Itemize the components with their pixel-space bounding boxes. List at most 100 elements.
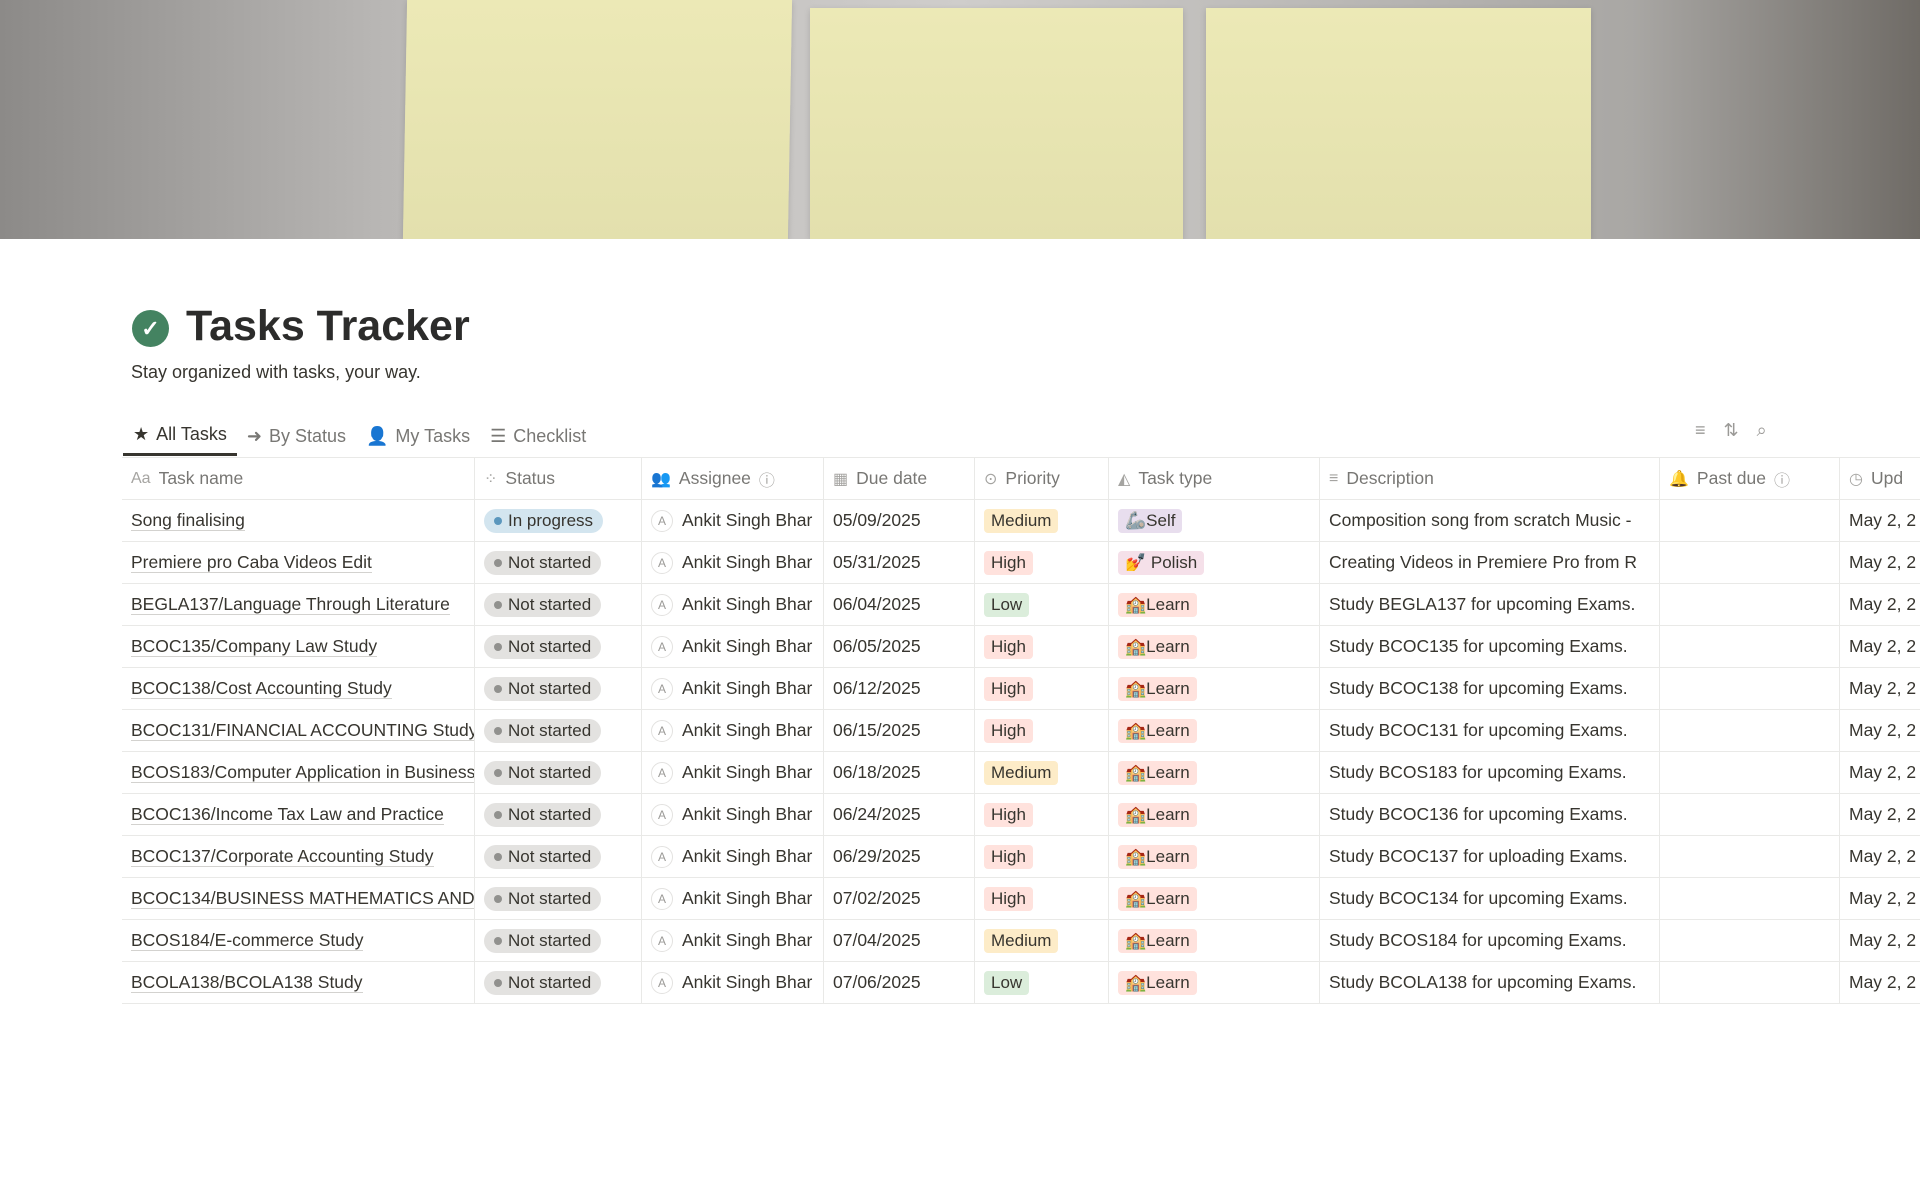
table-row[interactable]: BCOS184/E-commerce Study Not started A Anki… xyxy=(122,920,1920,962)
task-name[interactable]: Premiere pro Caba Videos Edit xyxy=(131,552,372,573)
past-due-cell[interactable] xyxy=(1660,836,1840,877)
updated-cell[interactable]: May 2, 2 xyxy=(1840,542,1920,583)
tab-all-tasks[interactable]: ★ All Tasks xyxy=(123,418,237,456)
table-row[interactable]: BCOS183/Computer Application in Business… xyxy=(122,752,1920,794)
assignee-cell[interactable]: A Ankit Singh Bhar xyxy=(642,878,824,919)
table-row[interactable]: BCOC135/Company Law Study Not started A Ank… xyxy=(122,626,1920,668)
past-due-cell[interactable] xyxy=(1660,668,1840,709)
column-header[interactable]: ◭ Task type xyxy=(1109,458,1320,499)
updated-cell[interactable]: May 2, 2 xyxy=(1840,710,1920,751)
description-cell[interactable]: Study BCOS184 for upcoming Exams. xyxy=(1320,920,1660,961)
task-type-cell[interactable]: 🦾Self xyxy=(1109,500,1320,541)
task-type-cell[interactable]: 🏫Learn xyxy=(1109,668,1320,709)
task-name[interactable]: BCOC134/BUSINESS MATHEMATICS AND STATIST… xyxy=(131,888,474,909)
tab-checklist[interactable]: ☰ Checklist xyxy=(480,418,596,454)
task-name[interactable]: BCOC131/FINANCIAL ACCOUNTING Study xyxy=(131,720,474,741)
table-row[interactable]: BCOC131/FINANCIAL ACCOUNTING Study Not st… xyxy=(122,710,1920,752)
status-cell[interactable]: Not started xyxy=(475,668,642,709)
updated-cell[interactable]: May 2, 2 xyxy=(1840,794,1920,835)
assignee-cell[interactable]: A Ankit Singh Bhar xyxy=(642,500,824,541)
info-icon[interactable]: ⓘ xyxy=(1774,472,1791,490)
description-cell[interactable]: Study BCOC134 for upcoming Exams. xyxy=(1320,878,1660,919)
assignee-cell[interactable]: A Ankit Singh Bhar xyxy=(642,542,824,583)
assignee-cell[interactable]: A Ankit Singh Bhar xyxy=(642,836,824,877)
due-date-cell[interactable]: 06/04/2025 xyxy=(824,584,975,625)
task-type-cell[interactable]: 🏫Learn xyxy=(1109,878,1320,919)
past-due-cell[interactable] xyxy=(1660,920,1840,961)
status-cell[interactable]: Not started xyxy=(475,878,642,919)
column-header[interactable]: ◷ Upd xyxy=(1840,458,1920,499)
task-type-cell[interactable]: 🏫Learn xyxy=(1109,794,1320,835)
task-name[interactable]: Song finalising xyxy=(131,510,245,531)
task-name-cell[interactable]: BEGLA137/Language Through Literature xyxy=(122,584,475,625)
updated-cell[interactable]: May 2, 2 xyxy=(1840,626,1920,667)
past-due-cell[interactable] xyxy=(1660,878,1840,919)
past-due-cell[interactable] xyxy=(1660,584,1840,625)
status-cell[interactable]: Not started xyxy=(475,542,642,583)
past-due-cell[interactable] xyxy=(1660,794,1840,835)
status-cell[interactable]: Not started xyxy=(475,794,642,835)
status-cell[interactable]: Not started xyxy=(475,584,642,625)
assignee-cell[interactable]: A Ankit Singh Bhar xyxy=(642,920,824,961)
status-cell[interactable]: Not started xyxy=(475,836,642,877)
description-cell[interactable]: Study BCOLA138 for upcoming Exams. xyxy=(1320,962,1660,1003)
priority-cell[interactable]: High xyxy=(975,794,1109,835)
column-header[interactable]: ⁘ Status xyxy=(475,458,642,499)
task-name-cell[interactable]: BCOS183/Computer Application in Business xyxy=(122,752,475,793)
due-date-cell[interactable]: 06/24/2025 xyxy=(824,794,975,835)
task-type-cell[interactable]: 🏫Learn xyxy=(1109,920,1320,961)
due-date-cell[interactable]: 06/12/2025 xyxy=(824,668,975,709)
column-header[interactable]: ▦ Due date xyxy=(824,458,975,499)
task-type-cell[interactable]: 🏫Learn xyxy=(1109,584,1320,625)
status-cell[interactable]: In progress xyxy=(475,500,642,541)
status-cell[interactable]: Not started xyxy=(475,962,642,1003)
status-cell[interactable]: Not started xyxy=(475,626,642,667)
table-row[interactable]: Song finalising In progress A Ankit Singh B… xyxy=(122,500,1920,542)
table-row[interactable]: BCOC138/Cost Accounting Study Not started… xyxy=(122,668,1920,710)
due-date-cell[interactable]: 07/06/2025 xyxy=(824,962,975,1003)
priority-cell[interactable]: High xyxy=(975,836,1109,877)
due-date-cell[interactable]: 07/04/2025 xyxy=(824,920,975,961)
task-type-cell[interactable]: 💅 Polish xyxy=(1109,542,1320,583)
column-header[interactable]: ≡ Description xyxy=(1320,458,1660,499)
assignee-cell[interactable]: A Ankit Singh Bhar xyxy=(642,668,824,709)
status-cell[interactable]: Not started xyxy=(475,920,642,961)
status-cell[interactable]: Not started xyxy=(475,752,642,793)
task-name[interactable]: BCOS183/Computer Application in Business xyxy=(131,762,475,783)
past-due-cell[interactable] xyxy=(1660,500,1840,541)
description-cell[interactable]: Composition song from scratch Music - xyxy=(1320,500,1660,541)
table-row[interactable]: BEGLA137/Language Through Literature Not … xyxy=(122,584,1920,626)
past-due-cell[interactable] xyxy=(1660,710,1840,751)
sort-icon[interactable]: ⇅ xyxy=(1723,420,1739,440)
tab-by-status[interactable]: ➜ By Status xyxy=(237,418,356,454)
table-row[interactable]: BCOLA138/BCOLA138 Study Not started A Ankit… xyxy=(122,962,1920,1004)
info-icon[interactable]: ⓘ xyxy=(758,472,775,490)
assignee-cell[interactable]: A Ankit Singh Bhar xyxy=(642,752,824,793)
task-name[interactable]: BCOC135/Company Law Study xyxy=(131,636,378,657)
priority-cell[interactable]: High xyxy=(975,542,1109,583)
tab-my-tasks[interactable]: 👤 My Tasks xyxy=(356,418,480,454)
updated-cell[interactable]: May 2, 2 xyxy=(1840,668,1920,709)
column-header[interactable]: Aa Task name xyxy=(122,458,475,499)
updated-cell[interactable]: May 2, 2 xyxy=(1840,920,1920,961)
assignee-cell[interactable]: A Ankit Singh Bhar xyxy=(642,710,824,751)
due-date-cell[interactable]: 07/02/2025 xyxy=(824,878,975,919)
updated-cell[interactable]: May 2, 2 xyxy=(1840,500,1920,541)
updated-cell[interactable]: May 2, 2 xyxy=(1840,836,1920,877)
status-cell[interactable]: Not started xyxy=(475,710,642,751)
assignee-cell[interactable]: A Ankit Singh Bhar xyxy=(642,584,824,625)
column-header[interactable]: 🔔 Past due ⓘ xyxy=(1660,458,1840,499)
task-name-cell[interactable]: BCOC136/Income Tax Law and Practice xyxy=(122,794,475,835)
updated-cell[interactable]: May 2, 2 xyxy=(1840,584,1920,625)
task-name-cell[interactable]: BCOC138/Cost Accounting Study xyxy=(122,668,475,709)
task-name[interactable]: BCOLA138/BCOLA138 Study xyxy=(131,972,363,993)
task-name-cell[interactable]: BCOS184/E-commerce Study xyxy=(122,920,475,961)
table-row[interactable]: BCOC134/BUSINESS MATHEMATICS AND STATIST… xyxy=(122,878,1920,920)
task-name[interactable]: BCOC138/Cost Accounting Study xyxy=(131,678,392,699)
table-row[interactable]: Premiere pro Caba Videos Edit Not started… xyxy=(122,542,1920,584)
table-row[interactable]: BCOC136/Income Tax Law and Practice Not s… xyxy=(122,794,1920,836)
task-type-cell[interactable]: 🏫Learn xyxy=(1109,836,1320,877)
priority-cell[interactable]: Low xyxy=(975,962,1109,1003)
task-name-cell[interactable]: BCOLA138/BCOLA138 Study xyxy=(122,962,475,1003)
due-date-cell[interactable]: 05/31/2025 xyxy=(824,542,975,583)
